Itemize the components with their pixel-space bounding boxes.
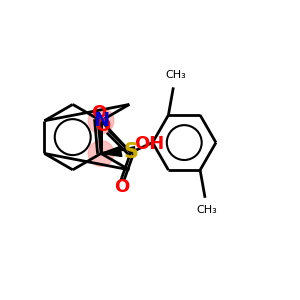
Text: N: N (93, 111, 109, 130)
Circle shape (88, 141, 114, 166)
Circle shape (88, 108, 114, 134)
Text: CH₃: CH₃ (165, 70, 186, 80)
Text: O: O (95, 117, 111, 135)
Text: O: O (92, 104, 106, 122)
Text: CH₃: CH₃ (197, 205, 218, 215)
Polygon shape (101, 146, 122, 156)
Text: S: S (123, 142, 138, 163)
Text: OH: OH (134, 136, 164, 154)
Text: O: O (114, 178, 130, 196)
